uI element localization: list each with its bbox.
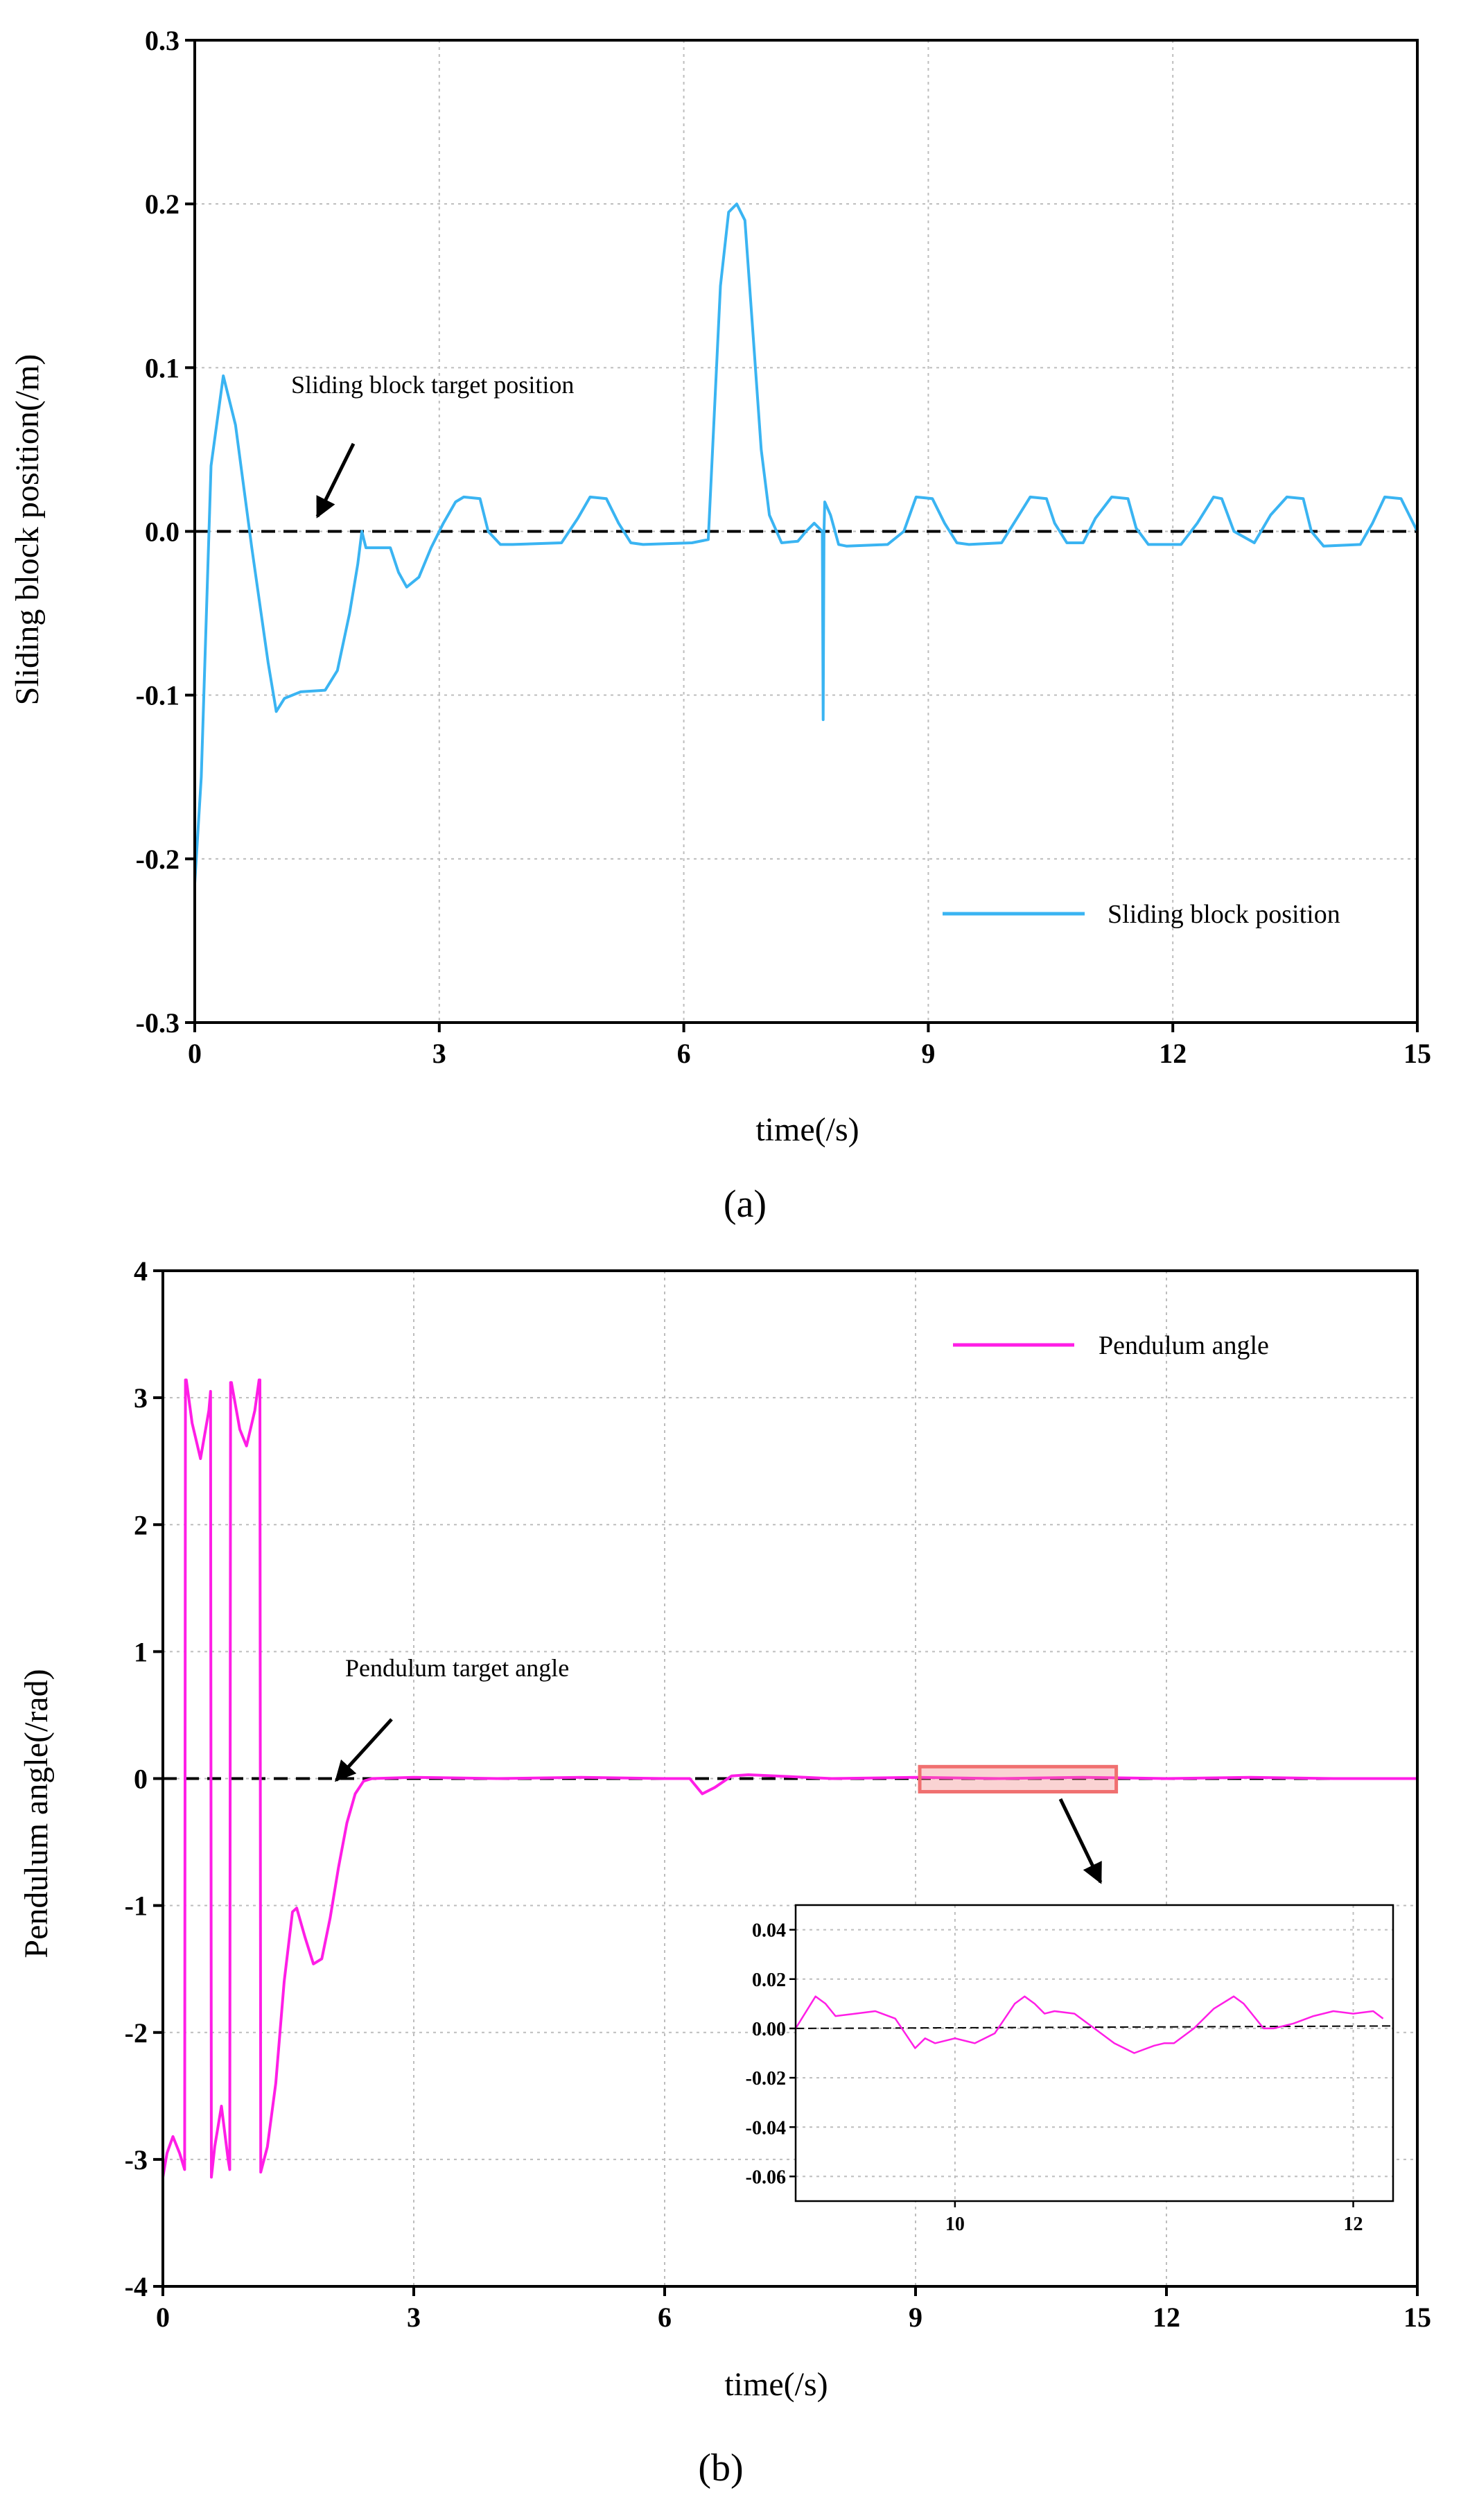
y-tick-label-0: -0.3 bbox=[136, 1007, 180, 1039]
y-tick-label-2: -2 bbox=[125, 2017, 148, 2049]
y-tick-label-1: -0.2 bbox=[136, 844, 180, 875]
x-tick-label-1: 3 bbox=[432, 1038, 446, 1069]
y-tick-label-5: -0.06 bbox=[746, 2166, 786, 2188]
x-tick-label-4: 12 bbox=[1159, 1038, 1187, 1069]
y-tick-label-3: -1 bbox=[125, 1891, 148, 1922]
annotation-arrow-b bbox=[334, 1718, 393, 1782]
y-tick-label-4: -0.04 bbox=[746, 2117, 786, 2139]
grid-inset bbox=[796, 1905, 1393, 2201]
y-tick-label-1: -3 bbox=[125, 2144, 148, 2175]
x-tick-label-5: 15 bbox=[1403, 1038, 1431, 1069]
pendulum-angle-line bbox=[161, 1378, 1417, 2179]
y-axis-title-a: Sliding block position(/m) bbox=[9, 354, 46, 706]
zoom-arrow bbox=[1058, 1798, 1103, 1884]
y-tick-label-6: 2 bbox=[134, 1509, 148, 1540]
y-axis-title-b: Pendulum angle(/rad) bbox=[18, 1669, 55, 1958]
x-tick-label-0: 0 bbox=[156, 2302, 170, 2333]
y-tick-label-5: 1 bbox=[134, 1636, 148, 1667]
x-tick-label-0: 0 bbox=[188, 1038, 202, 1069]
y-tick-label-3: 0.0 bbox=[145, 516, 180, 548]
x-tick-label-2: 6 bbox=[658, 2302, 672, 2333]
y-tick-label-4: 0.1 bbox=[145, 352, 180, 383]
sliding-block-position-line bbox=[193, 202, 1419, 884]
y-tick-label-4: 0 bbox=[134, 1764, 148, 1795]
y-tick-label-2: 0.00 bbox=[752, 2019, 786, 2040]
y-tick-label-0: -4 bbox=[125, 2271, 148, 2302]
y-tick-label-3: -0.02 bbox=[746, 2068, 786, 2089]
y-tick-label-8: 4 bbox=[134, 1255, 148, 1287]
inset-zoom-chart: 10 12 0.04 0.02 0.00 -0.02 -0.04 -0.06 bbox=[746, 1904, 1394, 2235]
x-tick-label-1: 12 bbox=[1344, 2214, 1363, 2235]
x-tick-label-2: 6 bbox=[677, 1038, 691, 1069]
panel-label-a: (a) bbox=[724, 1183, 767, 1226]
legend-label-pendulum: Pendulum angle bbox=[1099, 1331, 1269, 1360]
annotation-target-position: Sliding block target position bbox=[291, 371, 574, 399]
y-tick-label-2: -0.1 bbox=[136, 680, 180, 711]
ticks-a: 0 3 6 9 12 15 -0.3 -0.2 -0.1 0.0 0.1 0.2 0.3 bbox=[136, 25, 1431, 1069]
chart-panel-a: 0 3 6 9 12 15 -0.3 -0.2 -0.1 0.0 0.1 0.2 0.3 time(/s… bbox=[9, 25, 1431, 1226]
panel-label-b: (b) bbox=[698, 2447, 743, 2489]
x-tick-label-3: 9 bbox=[921, 1038, 935, 1069]
x-tick-label-0: 10 bbox=[945, 2214, 965, 2235]
y-tick-label-5: 0.2 bbox=[145, 189, 180, 220]
x-axis-title-a: time(/s) bbox=[755, 1111, 859, 1148]
y-tick-label-6: 0.3 bbox=[145, 25, 180, 56]
x-tick-label-1: 3 bbox=[407, 2302, 421, 2333]
y-tick-label-0: 0.04 bbox=[752, 1920, 786, 1942]
y-tick-label-1: 0.02 bbox=[752, 1970, 786, 1991]
inset-frame bbox=[794, 1904, 1394, 2202]
inset-pendulum-angle-line bbox=[794, 1995, 1384, 2054]
inset-background bbox=[796, 1905, 1393, 2201]
x-tick-label-4: 12 bbox=[1153, 2302, 1180, 2333]
y-tick-label-7: 3 bbox=[134, 1382, 148, 1414]
x-tick-label-5: 15 bbox=[1403, 2302, 1431, 2333]
zoom-region-box bbox=[918, 1764, 1119, 1793]
annotation-target-angle: Pendulum target angle bbox=[345, 1654, 569, 1682]
legend-label-sliding-block: Sliding block position bbox=[1108, 900, 1340, 929]
x-tick-label-3: 9 bbox=[909, 2302, 922, 2333]
x-axis-title-b: time(/s) bbox=[724, 2366, 828, 2403]
annotation-arrow-a bbox=[315, 442, 356, 519]
ticks-inset: 10 12 0.04 0.02 0.00 -0.02 -0.04 -0.06 bbox=[746, 1920, 1363, 2235]
grid-a bbox=[195, 40, 1417, 1023]
